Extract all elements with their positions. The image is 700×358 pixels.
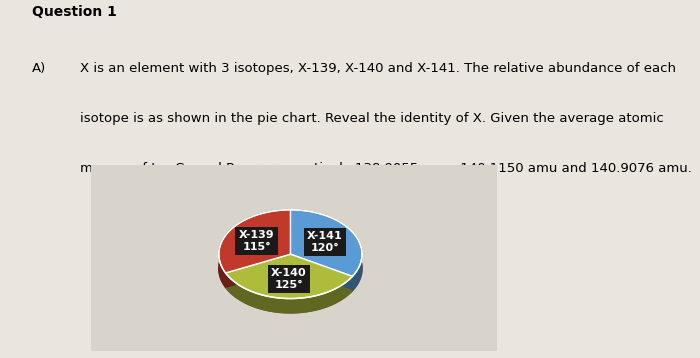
Polygon shape: [219, 224, 362, 313]
Text: masses of La, Ce and Pr are respectively 138.9055 amu, 140.1150 amu and 140.9076: masses of La, Ce and Pr are respectively…: [80, 161, 692, 175]
Text: X-141
120°: X-141 120°: [307, 231, 343, 252]
Text: isotope is as shown in the pie chart. Reveal the identity of X. Given the averag: isotope is as shown in the pie chart. Re…: [80, 112, 664, 125]
Polygon shape: [219, 210, 290, 273]
Polygon shape: [225, 254, 352, 299]
Text: X is an element with 3 isotopes, X-139, X-140 and X-141. The relative abundance : X is an element with 3 isotopes, X-139, …: [80, 62, 676, 75]
Polygon shape: [290, 210, 362, 276]
FancyBboxPatch shape: [83, 161, 505, 354]
Text: X-139
115°: X-139 115°: [239, 230, 274, 252]
Polygon shape: [219, 210, 290, 287]
Text: X-140
125°: X-140 125°: [271, 268, 307, 290]
Polygon shape: [225, 254, 352, 313]
Text: Question 1: Question 1: [32, 5, 116, 19]
Polygon shape: [290, 210, 362, 291]
Text: A): A): [32, 62, 46, 75]
